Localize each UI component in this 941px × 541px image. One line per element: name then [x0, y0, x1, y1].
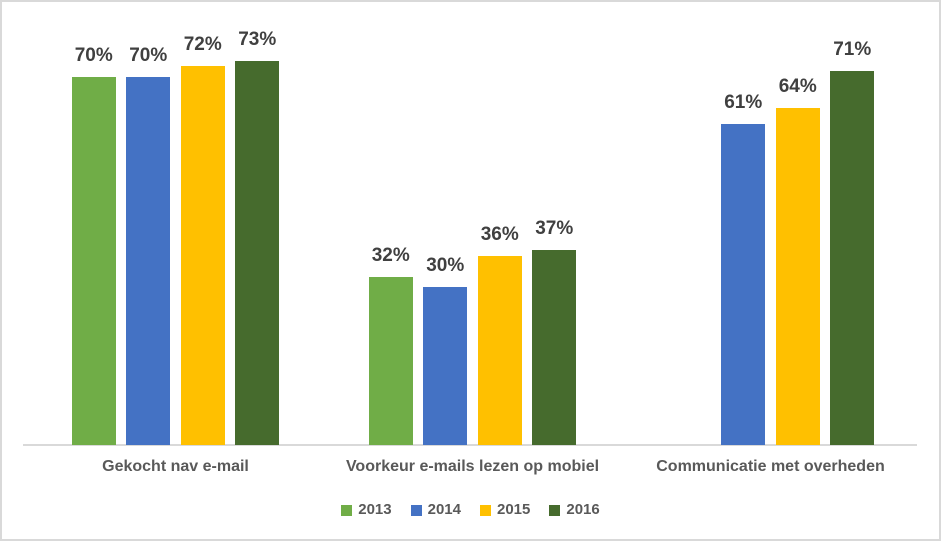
data-label: 61% [724, 92, 763, 113]
bar-2014-category-2 [423, 287, 468, 445]
category-label: Communicatie met overheden [656, 458, 885, 475]
legend-item-2015: 2015 [480, 501, 530, 519]
bar-2015-category-3 [775, 108, 820, 445]
legend-item-2016: 2016 [549, 501, 600, 519]
bar-2016-category-2 [532, 250, 577, 445]
legend-swatch-icon [549, 504, 561, 516]
bar-2015-category-2 [477, 256, 522, 445]
legend-swatch-icon [410, 504, 422, 516]
legend-label: 2014 [427, 501, 461, 518]
legend-item-2013: 2013 [341, 501, 392, 519]
bar-2016-category-1 [235, 61, 280, 445]
legend-swatch-icon [341, 504, 353, 516]
legend-label: 2015 [497, 501, 531, 518]
legend-label: 2013 [358, 501, 392, 518]
data-label: 72% [183, 34, 222, 55]
legend: 2013 2014 2015 2016 [2, 501, 939, 519]
category-label: Voorkeur e-mails lezen op mobiel [345, 458, 600, 475]
bar-2014-category-3 [721, 124, 766, 445]
bar-2016-category-3 [830, 71, 875, 445]
x-axis-line [23, 444, 917, 446]
bar-2015-category-1 [180, 66, 225, 445]
bar-2013-category-1 [71, 77, 116, 445]
bar-2013-category-2 [368, 277, 413, 445]
legend-label: 2016 [566, 501, 600, 518]
plot-area: 70% 70% 72% 73% 32% 30% 36% 37% 61% 64% 71% [2, 24, 939, 445]
data-label: 32% [371, 245, 410, 266]
data-label: 71% [833, 39, 872, 60]
data-label: 37% [535, 218, 574, 239]
data-label: 36% [480, 224, 519, 245]
legend-item-2014: 2014 [410, 501, 461, 519]
data-label: 30% [426, 255, 465, 276]
bar-2014-category-1 [126, 77, 171, 445]
data-label: 64% [778, 76, 817, 97]
data-label: 70% [129, 45, 168, 66]
category-label: Gekocht nav e-mail [102, 458, 249, 475]
data-label: 70% [74, 45, 113, 66]
legend-swatch-icon [480, 504, 491, 516]
data-label: 73% [238, 29, 277, 50]
